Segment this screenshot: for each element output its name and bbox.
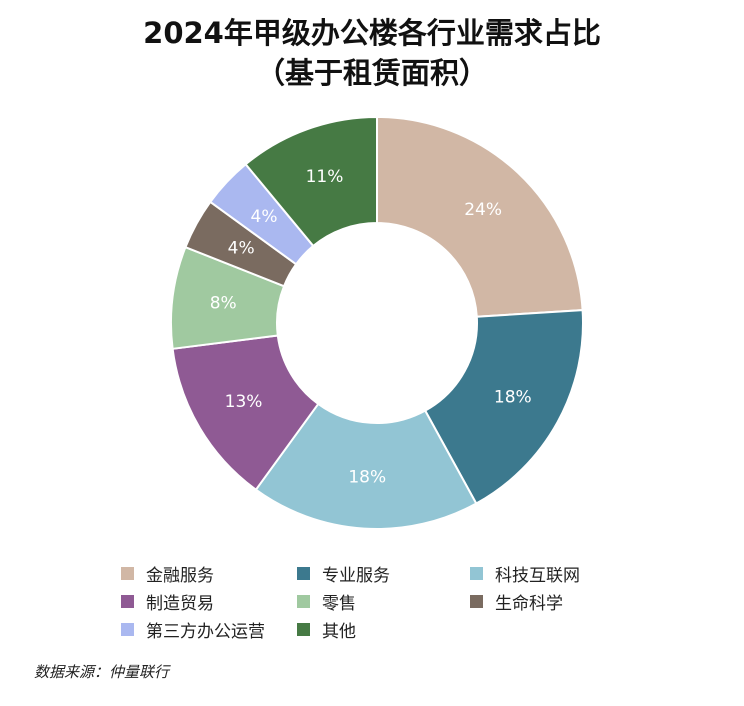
slice-label-1: 18%	[494, 388, 532, 408]
legend-label-2: 科技互联网	[495, 565, 580, 586]
legend-item-2: 科技互联网	[470, 562, 580, 586]
slice-label-0: 24%	[464, 200, 502, 220]
legend-label-0: 金融服务	[146, 565, 214, 586]
donut-slice-1	[423, 309, 584, 505]
legend-swatch-4	[297, 594, 310, 608]
legend-label-7: 其他	[322, 621, 356, 642]
donut-slice-2	[254, 402, 478, 530]
slice-label-5: 4%	[228, 238, 255, 258]
legend-item-4: 零售	[297, 590, 356, 614]
source-note: 数据来源：仲量联行	[34, 663, 170, 681]
legend-item-7: 其他	[297, 618, 356, 642]
legend-swatch-1	[297, 566, 310, 580]
slice-label-2: 18%	[348, 468, 386, 488]
donut-slice-3	[171, 334, 320, 492]
legend-item-3: 制造贸易	[121, 590, 214, 614]
legend-item-5: 生命科学	[470, 590, 563, 614]
slice-label-7: 11%	[306, 167, 344, 187]
legend-swatch-0	[121, 566, 134, 580]
legend-swatch-2	[470, 566, 483, 580]
slice-label-4: 8%	[210, 294, 237, 314]
legend-label-5: 生命科学	[495, 593, 563, 614]
donut-slice-7	[244, 115, 378, 248]
donut-slice-0	[376, 115, 584, 318]
legend-swatch-5	[470, 594, 483, 608]
legend-label-1: 专业服务	[322, 565, 390, 586]
slice-label-3: 13%	[225, 392, 263, 412]
legend-swatch-7	[297, 622, 310, 636]
chart-title-line2: （基于租赁面积）	[255, 56, 488, 90]
legend-item-0: 金融服务	[121, 562, 214, 586]
legend-swatch-3	[121, 594, 134, 608]
legend-label-3: 制造贸易	[146, 593, 214, 614]
legend-label-6: 第三方办公运营	[146, 621, 265, 642]
legend-item-6: 第三方办公运营	[121, 618, 265, 642]
legend-item-1: 专业服务	[297, 562, 390, 586]
legend-swatch-6	[121, 622, 134, 636]
chart-title-line1: 2024年甲级办公楼各行业需求占比	[143, 16, 601, 50]
legend-label-4: 零售	[322, 593, 356, 614]
slice-label-6: 4%	[251, 207, 278, 227]
